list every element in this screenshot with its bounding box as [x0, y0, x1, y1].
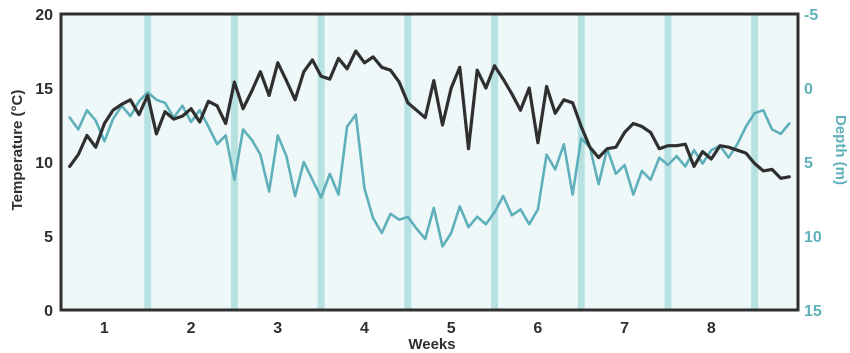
right-tick-label: 0 — [804, 81, 813, 98]
right-axis-label: Depth (m) — [832, 115, 849, 185]
right-tick-label: 5 — [804, 155, 813, 172]
x-tick-label: 5 — [447, 320, 456, 337]
left-axis-label: Temperature (°C) — [9, 90, 26, 211]
x-tick-label: 7 — [620, 320, 629, 337]
left-tick-label: 0 — [44, 303, 53, 320]
series-lines — [68, 49, 791, 248]
left-tick-label: 15 — [35, 81, 53, 98]
left-tick-label: 20 — [35, 7, 53, 24]
week-band-6 — [577, 14, 585, 310]
x-tick-label: 3 — [273, 320, 282, 337]
week-band-3 — [317, 14, 325, 310]
left-tick-label: 10 — [35, 155, 53, 172]
x-tick-label: 6 — [533, 320, 542, 337]
x-tick-label: 8 — [707, 320, 716, 337]
x-tick-label: 1 — [100, 320, 109, 337]
temperature-line — [68, 49, 791, 180]
right-tick-label: 15 — [804, 303, 822, 320]
plot-area — [61, 14, 798, 310]
plot-frame — [59, 12, 800, 312]
left-axis-tick-labels: 0 5 10 15 20 — [35, 7, 53, 320]
week-band-2 — [230, 14, 238, 310]
right-tick-label: 10 — [804, 229, 822, 246]
left-tick-label: 5 — [44, 229, 53, 246]
x-axis-label: Weeks — [408, 336, 455, 353]
x-tick-label: 2 — [187, 320, 196, 337]
right-tick-label: -5 — [804, 7, 818, 24]
depth-line — [68, 91, 791, 248]
right-axis-tick-labels: -5 0 5 10 15 — [804, 7, 822, 320]
x-axis-tick-labels: 1 2 3 4 5 6 7 8 — [100, 320, 716, 337]
week-band-4 — [404, 14, 412, 310]
week-band-7 — [664, 14, 672, 310]
week-band-5 — [491, 14, 499, 310]
x-tick-label: 4 — [360, 320, 369, 337]
week-band-1 — [144, 14, 152, 310]
